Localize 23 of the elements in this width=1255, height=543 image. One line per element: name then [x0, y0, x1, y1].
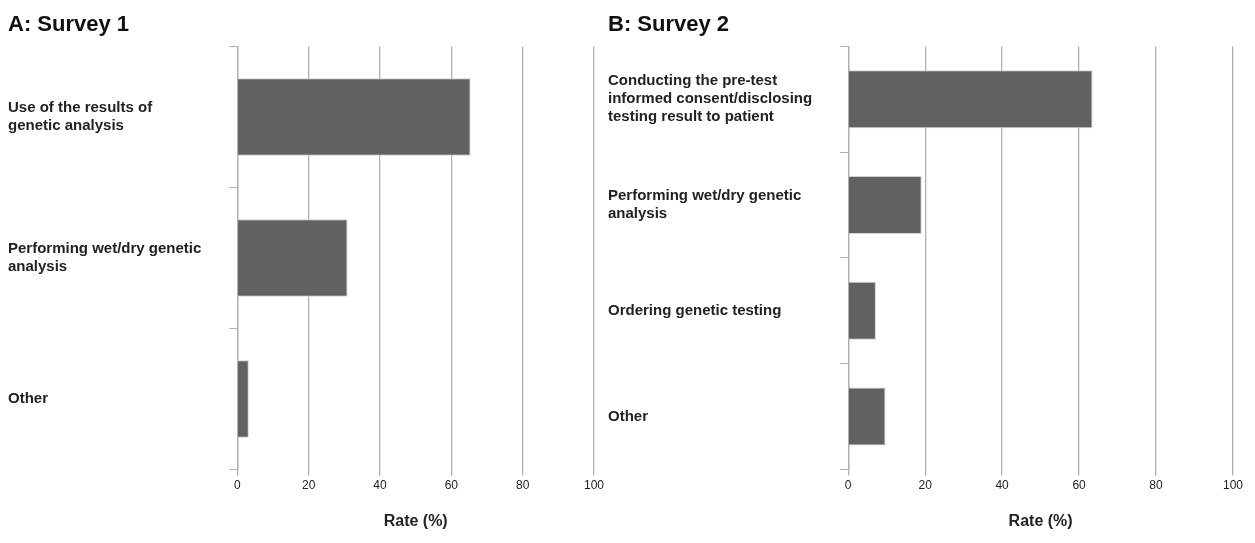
y-tick-label: Other [8, 389, 49, 407]
y-tick-label: Performing wet/dry genetic analysis [608, 186, 802, 222]
x-tick-label: 40 [995, 477, 1010, 492]
x-tick-label: 40 [373, 477, 388, 492]
x-axis-title: Rate (%) [1008, 511, 1073, 529]
x-tick-label: 100 [1222, 477, 1244, 492]
x-tick-label: 80 [516, 477, 530, 492]
x-tick-label: 0 [844, 477, 852, 492]
x-tick-label: 100 [583, 477, 605, 492]
x-tick-label: 20 [918, 477, 933, 492]
x-tick-label: 0 [234, 477, 242, 492]
x-tick-label: 20 [302, 477, 316, 492]
x-axis-title: Rate (%) [383, 511, 448, 529]
text: B: Survey 2 [608, 11, 730, 37]
y-tick-label: Conducting the pre-test informed consent/disclosing testing result to patient [608, 71, 813, 125]
y-tick-label: Ordering genetic testing [608, 300, 782, 318]
y-tick-label: Use of the results of genetic analysis [8, 98, 154, 134]
chart-title: A: Survey 1 [8, 11, 130, 37]
y-tick-label: Performing wet/dry genetic analysis [8, 239, 202, 275]
y-tick-label: Other [608, 406, 649, 424]
x-tick-label: 60 [1072, 477, 1087, 492]
x-tick-label: 80 [1149, 477, 1164, 492]
x-tick-label: 60 [444, 477, 459, 492]
